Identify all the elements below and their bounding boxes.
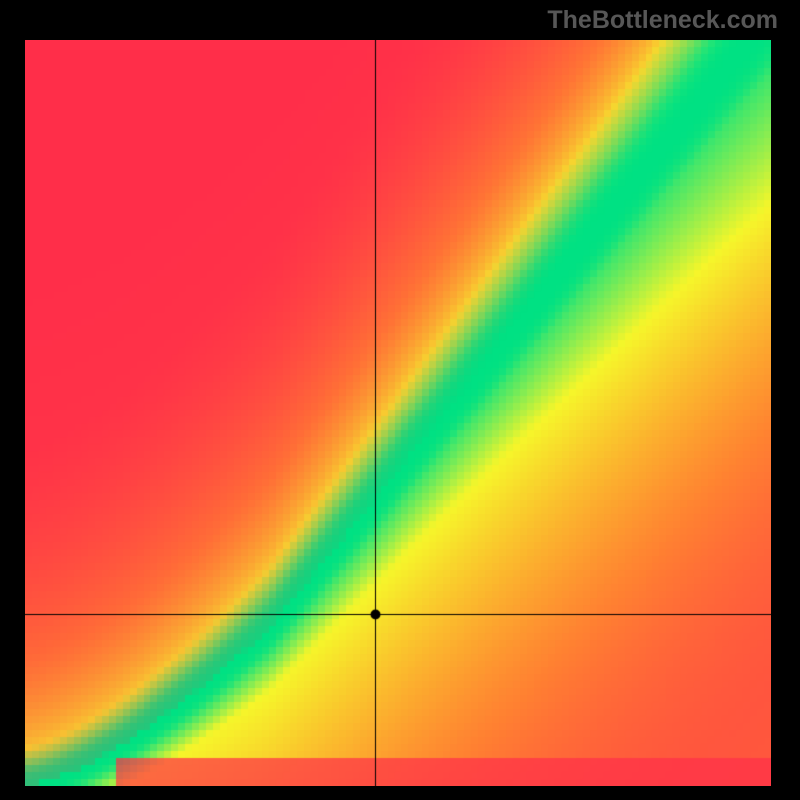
watermark-text: TheBottleneck.com [547, 6, 778, 35]
crosshair-overlay [25, 40, 771, 786]
chart-container: TheBottleneck.com [0, 0, 800, 800]
